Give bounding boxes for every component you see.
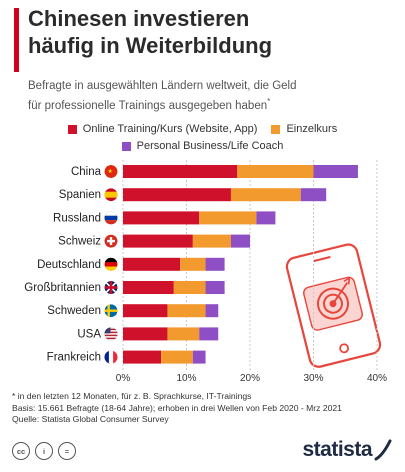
country-flag-icon bbox=[104, 211, 118, 225]
statista-logo[interactable]: statista bbox=[302, 438, 392, 462]
license-icons: cc i = bbox=[12, 442, 81, 460]
title-line-1: Chinesen investieren bbox=[28, 6, 250, 31]
phone-outline-icon bbox=[285, 243, 382, 368]
category-label: Großbritannien bbox=[24, 282, 101, 294]
legend-item-coach: Personal Business/Life Coach bbox=[121, 138, 284, 154]
footnote-basis: Basis: 15.661 Befragte (18-64 Jahre); er… bbox=[12, 402, 342, 413]
x-tick-label: 0% bbox=[116, 373, 131, 384]
dart-fletching-icon bbox=[343, 276, 351, 285]
legend-item-online: Online Training/Kurs (Website, App) bbox=[67, 121, 258, 137]
bar-segment-series-0 bbox=[123, 165, 238, 178]
category-label: China bbox=[71, 166, 102, 178]
chart-title: Chinesen investieren häufig in Weiterbil… bbox=[28, 5, 398, 59]
chart-subtitle: Befragte in ausgewählten Ländern weltwei… bbox=[28, 79, 398, 114]
bar-segment-series-0 bbox=[123, 211, 200, 225]
country-flag-icon bbox=[104, 188, 118, 202]
bar-segment-series-2 bbox=[199, 327, 219, 341]
bar-segment-series-2 bbox=[300, 188, 327, 202]
x-tick-label: 40% bbox=[367, 373, 387, 384]
bar-segment-series-2 bbox=[205, 257, 225, 271]
bar-segment-series-2 bbox=[313, 165, 358, 178]
x-tick-label: 10% bbox=[176, 373, 196, 384]
bar-segment-series-2 bbox=[256, 211, 276, 225]
phone-home-button-icon bbox=[339, 343, 350, 354]
category-label: USA bbox=[77, 328, 101, 340]
footnote-source: Quelle: Statista Global Consumer Survey bbox=[12, 414, 169, 424]
attribution-icon[interactable]: i bbox=[35, 442, 53, 460]
bar-segment-series-1 bbox=[167, 304, 206, 318]
category-label: Frankreich bbox=[47, 352, 101, 364]
bar-segment-series-0 bbox=[123, 327, 168, 341]
svg-text:★: ★ bbox=[108, 168, 113, 175]
country-flag-icon bbox=[104, 327, 118, 341]
bar-segment-series-0 bbox=[123, 281, 174, 294]
footnotes: * in den letzten 12 Monaten, für z. B. S… bbox=[12, 391, 397, 426]
country-flag-icon bbox=[104, 304, 118, 318]
bar-segment-series-2 bbox=[205, 281, 225, 294]
bar-segment-series-2 bbox=[230, 234, 250, 248]
target-middle-ring-icon bbox=[322, 293, 343, 314]
bar-segment-series-1 bbox=[192, 234, 231, 248]
country-flag-icon bbox=[104, 281, 118, 294]
x-tick-label: 30% bbox=[303, 373, 323, 384]
bar-segment-series-1 bbox=[199, 211, 257, 225]
no-derivatives-icon[interactable]: = bbox=[58, 442, 76, 460]
footnote-definition: * in den letzten 12 Monaten, für z. B. S… bbox=[12, 391, 252, 401]
phone-target-illustration bbox=[285, 243, 382, 368]
legend-swatch-coach bbox=[121, 141, 131, 151]
bar-segment-series-0 bbox=[123, 188, 231, 202]
bar-segment-series-1 bbox=[237, 165, 314, 178]
bar-segment-series-1 bbox=[180, 257, 206, 271]
subtitle-footnote-mark: * bbox=[267, 97, 271, 106]
stacked-bar-chart: 0% 10% 20% 30% 40% China ★ Spanien Russland Schwe… bbox=[24, 160, 387, 384]
bar-segment-series-1 bbox=[167, 327, 200, 341]
dart-arrow-icon bbox=[332, 282, 349, 305]
category-label: Deutschland bbox=[37, 259, 101, 271]
title-line-2: häufig in Weiterbildung bbox=[28, 33, 273, 58]
bar-segment-series-0 bbox=[123, 304, 168, 318]
subtitle-line-2: für professionelle Trainings ausgegeben … bbox=[28, 99, 268, 112]
category-label: Schweden bbox=[47, 305, 101, 317]
bar-segment-series-0 bbox=[123, 234, 193, 248]
country-flag-icon: ★ bbox=[104, 165, 118, 178]
bar-segment-series-1 bbox=[173, 281, 206, 294]
title-accent-bar bbox=[14, 8, 19, 72]
country-flag-icon bbox=[104, 257, 118, 271]
legend-label-einzelkurs: Einzelkurs bbox=[286, 123, 338, 135]
target-outer-ring-icon bbox=[316, 287, 349, 320]
bar-segment-series-1 bbox=[230, 188, 301, 202]
category-label: Schweiz bbox=[58, 236, 101, 248]
legend-swatch-online bbox=[67, 124, 77, 134]
bar-segment-series-0 bbox=[123, 257, 181, 271]
legend-swatch-einzelkurs bbox=[271, 124, 281, 134]
brand-name: statista bbox=[302, 438, 372, 461]
phone-speaker-icon bbox=[313, 256, 331, 262]
x-tick-label: 20% bbox=[240, 373, 260, 384]
bar-segment-series-2 bbox=[192, 350, 206, 364]
bar-segment-series-1 bbox=[161, 350, 193, 364]
statista-logo-mark-icon bbox=[374, 439, 392, 461]
legend-item-einzelkurs: Einzelkurs bbox=[271, 121, 337, 137]
legend-label-coach: Personal Business/Life Coach bbox=[136, 140, 284, 152]
cc-license-icon[interactable]: cc bbox=[12, 442, 30, 460]
country-flag-icon bbox=[104, 234, 118, 248]
subtitle-line-1: Befragte in ausgewählten Ländern weltwei… bbox=[28, 80, 297, 92]
category-label: Russland bbox=[53, 212, 101, 224]
category-label: Spanien bbox=[59, 189, 101, 201]
legend: Online Training/Kurs (Website, App) Einz… bbox=[0, 121, 405, 155]
bar-segment-series-2 bbox=[205, 304, 219, 318]
country-flag-icon bbox=[104, 350, 118, 364]
bar-segment-series-0 bbox=[123, 350, 162, 364]
legend-label-online: Online Training/Kurs (Website, App) bbox=[82, 123, 258, 135]
